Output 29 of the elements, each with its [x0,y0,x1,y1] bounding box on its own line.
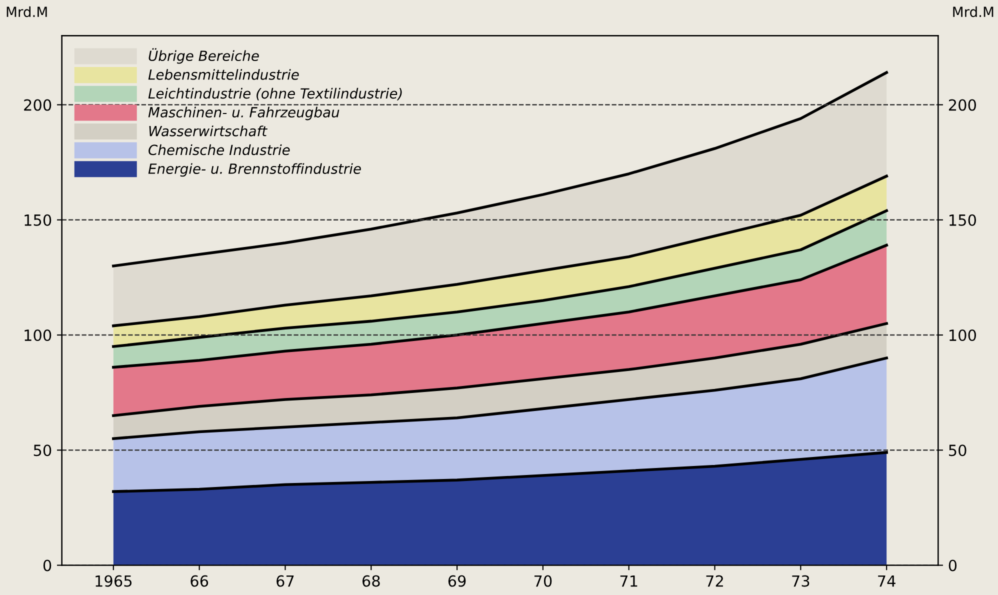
x-tick-label: 68 [362,575,380,587]
y-tick-label: 150 [24,214,52,226]
x-tick-label: 70 [534,575,552,587]
y-tick-label: 0 [43,560,52,572]
y2-tick-label: 50 [949,444,966,456]
x-tick-label: 71 [620,575,638,587]
y2-tick-label: 150 [950,214,976,226]
x-tick-label: 74 [878,575,896,587]
y-axis-title: Mrd.M [6,6,47,18]
x-tick-label: 66 [190,575,208,587]
y-tick-label: 200 [24,99,52,111]
x-tick-label: 1965 [96,575,132,587]
y-tick-label: 50 [34,444,52,456]
legend-label: Lebensmittelindustrie [148,69,299,80]
y2-tick-label: 200 [948,99,976,111]
x-tick-label: 69 [448,575,466,587]
y2-axis-title: Mrd.M [953,6,994,18]
x-tick-label: 73 [792,575,810,587]
legend-label: Maschinen- u. Fahrzeugbau [148,106,340,120]
x-tick-label: 67 [276,575,294,587]
legend-label: Leichtindustrie (ohne Textilindustrie) [148,88,402,100]
legend-label: Chemische Industrie [148,144,290,156]
legend-label: Energie- u. Brennstoffindustrie [148,163,361,177]
y2-tick-label: 0 [948,560,957,572]
y-tick-label: 100 [24,329,52,342]
legend-label: Wasserwirtschaft [149,126,268,136]
x-tick-label: 72 [706,575,723,587]
y2-tick-label: 100 [950,329,976,342]
legend-label: Übrige Bereiche [148,48,259,64]
